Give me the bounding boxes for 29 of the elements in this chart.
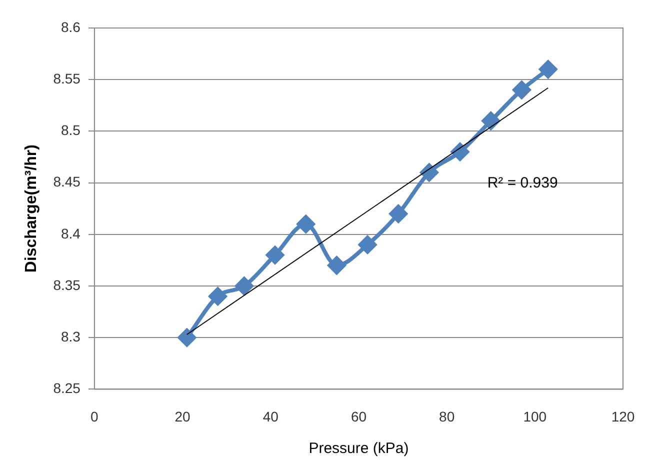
x-tick-label: 0 bbox=[90, 408, 99, 424]
point bbox=[389, 204, 408, 223]
x-tick-label: 60 bbox=[350, 408, 367, 424]
y-tick-label: 8.3 bbox=[60, 328, 81, 344]
point bbox=[235, 277, 254, 295]
x-tick-label: 120 bbox=[611, 408, 635, 424]
y-tick-label: 8.6 bbox=[60, 18, 81, 35]
y-tick-label: 8.25 bbox=[53, 380, 81, 396]
y-tick-label: 8.35 bbox=[53, 276, 81, 293]
point bbox=[178, 328, 196, 347]
y-tick-label: 8.4 bbox=[60, 225, 81, 242]
point bbox=[482, 112, 500, 130]
annotation: R² = 0.939 bbox=[487, 174, 558, 192]
point bbox=[208, 287, 227, 306]
point bbox=[266, 246, 284, 264]
x-tick-label: 20 bbox=[174, 408, 191, 424]
x-axis-title: Pressure (kPa) bbox=[308, 440, 409, 458]
point bbox=[539, 60, 558, 78]
point bbox=[512, 80, 531, 99]
y-axis-title: Discharge(m³/hr) bbox=[23, 144, 40, 273]
x-tick-label: 80 bbox=[439, 408, 455, 424]
point bbox=[296, 215, 315, 234]
y-tick-label: 8.5 bbox=[60, 122, 81, 138]
point bbox=[358, 236, 377, 254]
point bbox=[328, 256, 346, 274]
x-tick-label: 40 bbox=[262, 408, 279, 424]
x-tick-label: 100 bbox=[523, 408, 547, 424]
y-tick-label: 8.45 bbox=[53, 174, 81, 190]
y-tick-label: 8.55 bbox=[53, 70, 81, 86]
